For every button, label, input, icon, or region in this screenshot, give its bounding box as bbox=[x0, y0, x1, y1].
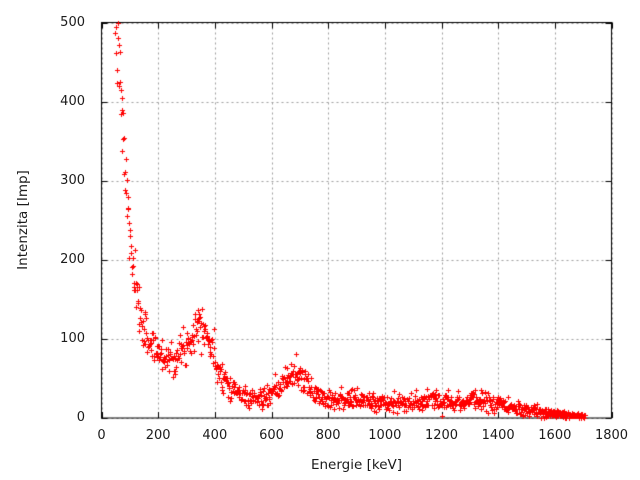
x-tick-label: 400 bbox=[202, 428, 228, 443]
x-tick-label: 1000 bbox=[368, 428, 402, 443]
x-tick-label: 600 bbox=[259, 428, 284, 443]
y-tick-label: 400 bbox=[60, 93, 85, 109]
y-tick-label: 500 bbox=[60, 14, 85, 30]
y-tick-label: 200 bbox=[60, 251, 85, 267]
x-tick-label: 1200 bbox=[424, 428, 459, 443]
x-tick-label: 0 bbox=[97, 428, 106, 443]
x-tick-label: 200 bbox=[145, 428, 171, 443]
y-tick-label: 0 bbox=[76, 410, 85, 425]
x-axis-title: Energie [keV] bbox=[310, 457, 403, 473]
x-tick-label: 1400 bbox=[481, 428, 515, 443]
x-tick-label: 1800 bbox=[594, 428, 629, 443]
x-tick-label: 800 bbox=[315, 428, 341, 443]
y-tick-label: 100 bbox=[60, 330, 85, 346]
x-tick-label: 1600 bbox=[538, 428, 572, 443]
y-tick-label: 300 bbox=[60, 172, 85, 188]
